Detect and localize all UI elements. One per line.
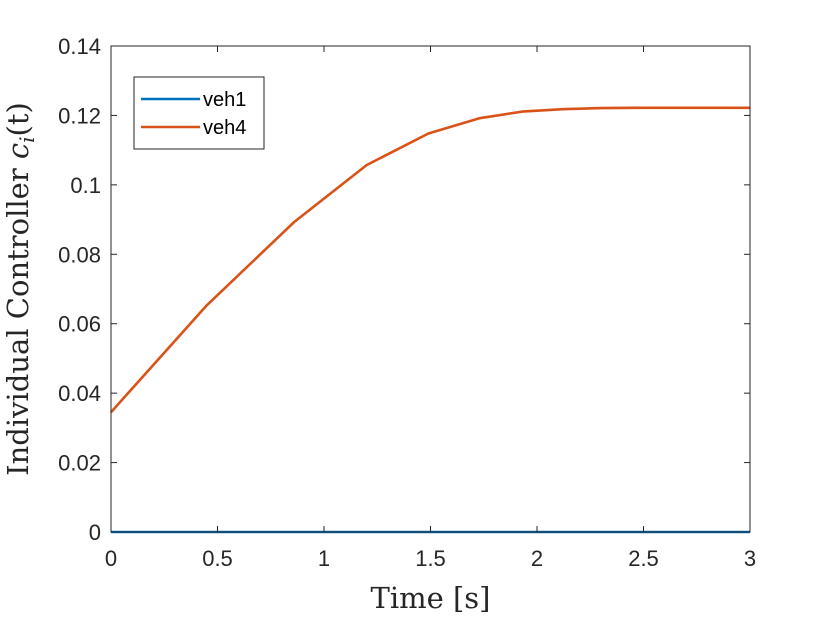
x-tick-label: 3	[744, 546, 756, 571]
y-tick-label: 0.06	[58, 312, 101, 337]
x-axis-title: Time [s]	[370, 581, 490, 615]
y-axis-title-prefix: Individual Controller	[1, 159, 35, 476]
y-tick-label: 0.08	[58, 242, 101, 267]
series-line-veh4	[110, 106, 750, 414]
x-tick-label: 2.5	[628, 546, 659, 571]
y-tick-label: 0.12	[58, 103, 101, 128]
axes-layer: 0 0.5 1 1.5 2 2.5 3 0 0.02 0.04 0.06 0.08 0.1 0.12 0.1…	[58, 34, 756, 571]
x-tick-label: 0	[105, 546, 117, 571]
y-axis-title-argument: (t)	[1, 102, 35, 136]
y-tick-label: 0.04	[58, 381, 101, 406]
y-tick-label: 0.1	[70, 173, 101, 198]
legend: veh1 veh4	[133, 76, 265, 150]
legend-label-veh1: veh1	[203, 89, 246, 111]
x-tick-label: 0.5	[202, 546, 233, 571]
x-tick-label: 1	[318, 546, 330, 571]
y-tick-label: 0.02	[58, 451, 101, 476]
y-axis-title: Individual Controller ci(t)	[1, 102, 39, 476]
y-tick-label: 0	[89, 520, 101, 545]
x-tick-label: 2	[531, 546, 543, 571]
y-axis-title-subscript: i	[15, 136, 39, 142]
y-tick-label: 0.14	[58, 34, 101, 59]
y-axis-title-symbol: c	[1, 143, 35, 159]
legend-label-veh4: veh4	[203, 117, 246, 139]
x-tick-label: 1.5	[415, 546, 446, 571]
legend-box	[133, 76, 265, 150]
